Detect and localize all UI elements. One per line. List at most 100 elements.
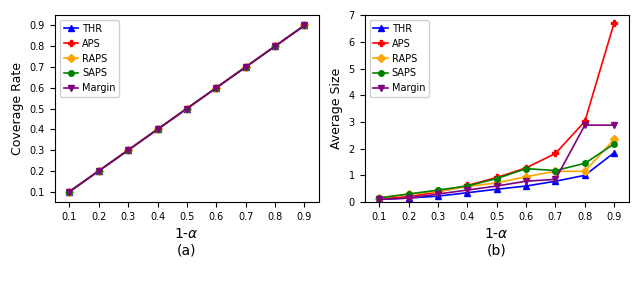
- Margin: [376, 198, 383, 201]
- Line: RAPS: RAPS: [376, 136, 617, 201]
- APS: [463, 184, 471, 187]
- Y-axis label: Coverage Rate: Coverage Rate: [11, 62, 24, 155]
- Margin: [434, 192, 442, 196]
- Margin: [183, 107, 191, 110]
- APS: [242, 65, 250, 69]
- APS: [522, 166, 530, 170]
- THR: [405, 196, 413, 200]
- THR: [611, 151, 618, 155]
- RAPS: [434, 190, 442, 193]
- Text: (b): (b): [487, 243, 507, 257]
- THR: [95, 169, 102, 173]
- RAPS: [154, 127, 161, 131]
- Line: RAPS: RAPS: [67, 23, 307, 194]
- SAPS: [154, 127, 161, 131]
- Margin: [66, 190, 74, 194]
- Legend: THR, APS, RAPS, SAPS, Margin: THR, APS, RAPS, SAPS, Margin: [369, 20, 429, 97]
- X-axis label: 1-$\alpha$: 1-$\alpha$: [484, 227, 509, 241]
- Line: THR: THR: [67, 23, 307, 194]
- RAPS: [376, 196, 383, 200]
- APS: [183, 107, 191, 110]
- Line: SAPS: SAPS: [67, 23, 307, 194]
- APS: [124, 148, 132, 152]
- Margin: [271, 45, 279, 48]
- THR: [183, 107, 191, 110]
- Text: (a): (a): [177, 243, 196, 257]
- SAPS: [522, 167, 530, 171]
- Margin: [242, 65, 250, 69]
- Margin: [552, 178, 559, 181]
- THR: [376, 198, 383, 201]
- APS: [581, 120, 589, 123]
- SAPS: [124, 148, 132, 152]
- X-axis label: 1-$\alpha$: 1-$\alpha$: [175, 227, 199, 241]
- SAPS: [242, 65, 250, 69]
- SAPS: [66, 190, 74, 194]
- Line: APS: APS: [67, 23, 307, 194]
- APS: [611, 21, 618, 24]
- THR: [522, 184, 530, 188]
- THR: [242, 65, 250, 69]
- Margin: [301, 24, 308, 27]
- APS: [301, 24, 308, 27]
- APS: [212, 86, 220, 90]
- SAPS: [463, 184, 471, 188]
- THR: [493, 187, 500, 191]
- Line: THR: THR: [376, 150, 617, 202]
- RAPS: [271, 45, 279, 48]
- SAPS: [271, 45, 279, 48]
- Margin: [212, 86, 220, 90]
- Margin: [611, 123, 618, 127]
- Y-axis label: Average Size: Average Size: [330, 68, 343, 149]
- APS: [154, 127, 161, 131]
- Margin: [405, 196, 413, 200]
- Margin: [493, 184, 500, 188]
- APS: [376, 197, 383, 200]
- SAPS: [552, 169, 559, 172]
- THR: [301, 24, 308, 27]
- APS: [66, 190, 74, 194]
- RAPS: [212, 86, 220, 90]
- RAPS: [493, 181, 500, 184]
- RAPS: [405, 192, 413, 196]
- THR: [581, 174, 589, 177]
- THR: [154, 127, 161, 131]
- THR: [212, 86, 220, 90]
- RAPS: [95, 169, 102, 173]
- Margin: [463, 188, 471, 192]
- Margin: [581, 123, 589, 127]
- RAPS: [522, 175, 530, 178]
- SAPS: [581, 162, 589, 165]
- APS: [552, 152, 559, 155]
- SAPS: [434, 188, 442, 192]
- THR: [463, 191, 471, 194]
- Margin: [522, 180, 530, 183]
- Line: Margin: Margin: [376, 122, 617, 202]
- SAPS: [493, 177, 500, 180]
- Line: APS: APS: [376, 20, 617, 201]
- RAPS: [124, 148, 132, 152]
- Legend: THR, APS, RAPS, SAPS, Margin: THR, APS, RAPS, SAPS, Margin: [60, 20, 120, 97]
- Margin: [154, 127, 161, 131]
- RAPS: [611, 138, 618, 141]
- APS: [271, 45, 279, 48]
- SAPS: [183, 107, 191, 110]
- RAPS: [301, 24, 308, 27]
- RAPS: [242, 65, 250, 69]
- SAPS: [212, 86, 220, 90]
- RAPS: [183, 107, 191, 110]
- RAPS: [66, 190, 74, 194]
- RAPS: [463, 185, 471, 188]
- SAPS: [611, 142, 618, 146]
- SAPS: [376, 196, 383, 200]
- THR: [552, 180, 559, 183]
- Line: Margin: Margin: [67, 23, 307, 194]
- SAPS: [95, 169, 102, 173]
- RAPS: [552, 170, 559, 173]
- APS: [493, 176, 500, 179]
- APS: [405, 195, 413, 198]
- Margin: [95, 169, 102, 173]
- APS: [434, 190, 442, 194]
- RAPS: [581, 170, 589, 173]
- SAPS: [405, 192, 413, 196]
